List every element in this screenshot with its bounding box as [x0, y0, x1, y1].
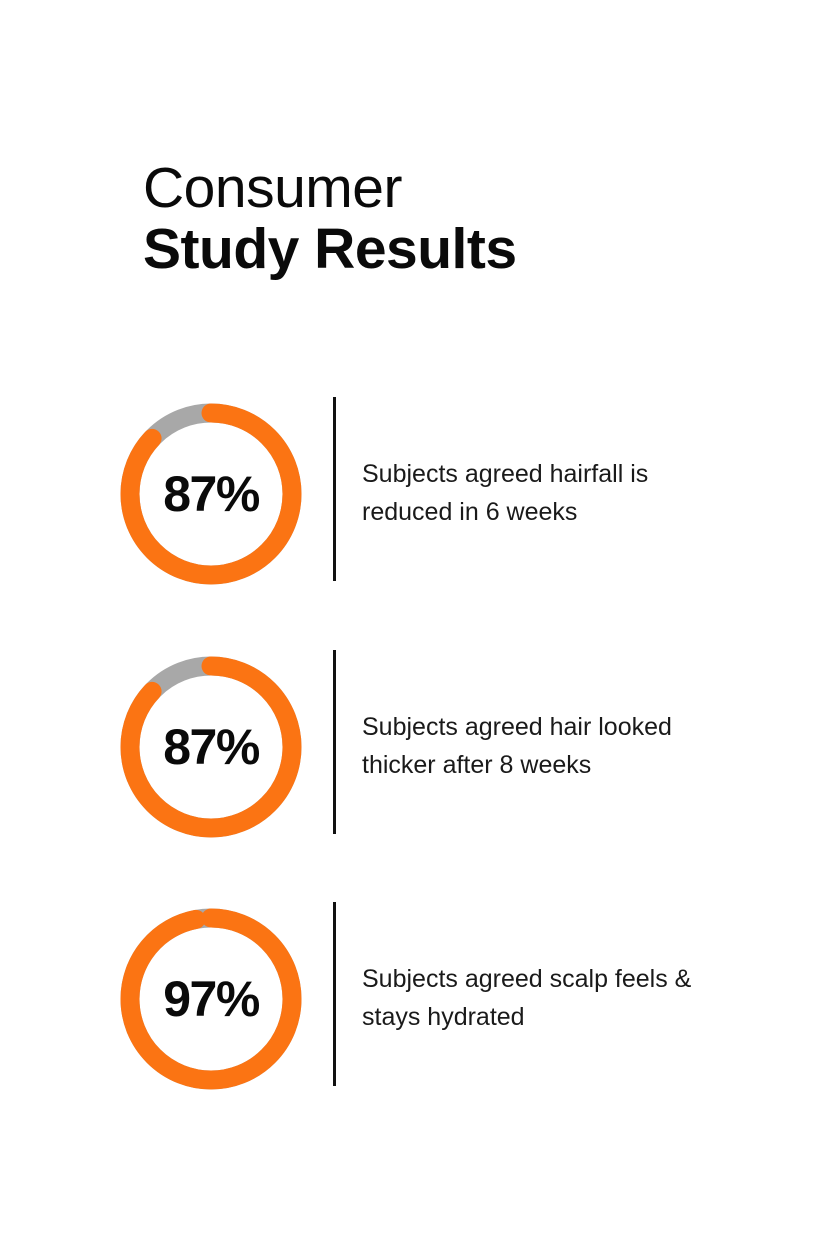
stat-description-1: Subjects agreed hairfall is reduced in 6…: [362, 455, 802, 531]
title-line-1: Consumer: [143, 156, 402, 220]
donut-chart-1: [120, 403, 302, 585]
page-title: Consumer Study Results: [143, 160, 517, 278]
vertical-divider-1: [333, 397, 336, 581]
donut-chart-2: [120, 656, 302, 838]
stat-description-3-line-2: stays hydrated: [362, 1003, 525, 1031]
stat-description-1-line-1: Subjects agreed hairfall is: [362, 460, 649, 488]
stat-item-1: 87% Subjects agreed hairfall is reduced …: [0, 397, 840, 585]
donut-arc-2: [120, 656, 302, 838]
donut-arc-1: [120, 403, 302, 585]
donut-arc-3: [120, 908, 302, 1090]
vertical-divider-2: [333, 650, 336, 834]
vertical-divider-3: [333, 902, 336, 1086]
stat-item-2: 87% Subjects agreed hair looked thicker …: [0, 650, 840, 838]
stat-item-3: 97% Subjects agreed scalp feels & stays …: [0, 902, 840, 1090]
stat-description-3-line-1: Subjects agreed scalp feels &: [362, 965, 692, 993]
stat-description-2: Subjects agreed hair looked thicker afte…: [362, 708, 802, 784]
percentage-value-2: 87%: [163, 719, 260, 775]
stat-description-2-line-1: Subjects agreed hair looked: [362, 713, 672, 741]
percentage-value-3: 97%: [163, 971, 260, 1027]
stat-description-3: Subjects agreed scalp feels & stays hydr…: [362, 960, 802, 1036]
title-line-2: Study Results: [143, 217, 517, 281]
donut-chart-3: [120, 908, 302, 1090]
percentage-value-1: 87%: [163, 466, 260, 522]
stat-description-2-line-2: thicker after 8 weeks: [362, 751, 592, 779]
stat-description-1-line-2: reduced in 6 weeks: [362, 498, 578, 526]
